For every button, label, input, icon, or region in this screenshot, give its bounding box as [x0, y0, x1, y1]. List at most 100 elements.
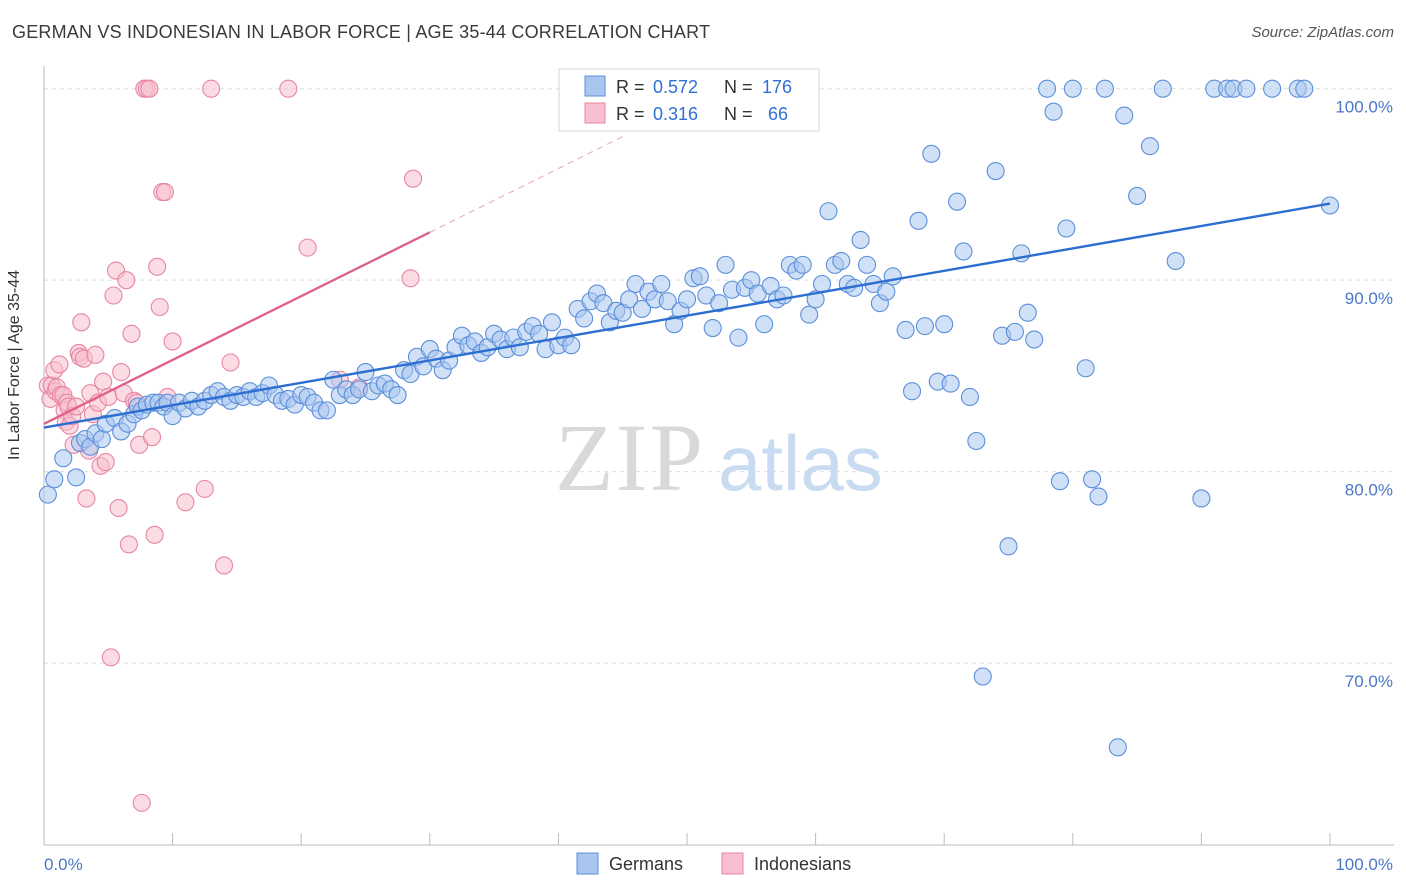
x-tick-label-start: 0.0% [44, 855, 83, 874]
point-indonesian [155, 183, 174, 202]
point-indonesian [132, 793, 151, 812]
point-german [1044, 102, 1063, 121]
watermark-atlas: atlas [718, 419, 883, 507]
point-german [922, 144, 941, 163]
point-german [960, 387, 979, 407]
point-german [510, 338, 529, 357]
point-german [1050, 472, 1069, 491]
point-indonesian [96, 453, 115, 472]
point-german [948, 192, 967, 211]
point-indonesian [50, 355, 69, 374]
y-tick-label: 100.0% [1335, 98, 1393, 117]
watermark-zip: ZIP [555, 404, 705, 511]
point-german [1083, 470, 1102, 489]
point-german [67, 468, 86, 487]
point-german [1166, 251, 1185, 271]
point-indonesian [140, 79, 159, 98]
point-german [632, 299, 652, 318]
series-germans [38, 79, 1340, 757]
point-german [1192, 489, 1211, 508]
point-indonesian [112, 363, 131, 382]
point-german [967, 431, 986, 451]
legend-r-label-indonesians: R = [616, 104, 645, 124]
point-german [1128, 186, 1147, 205]
point-german [1115, 106, 1134, 125]
point-german [388, 386, 407, 405]
point-german [690, 267, 709, 286]
point-indonesian [117, 271, 136, 290]
chart-title: GERMAN VS INDONESIAN IN LABOR FORCE | AG… [12, 22, 711, 42]
legend-r-value-germans: 0.572 [653, 77, 698, 97]
legend-n-label-indonesians: N = [724, 104, 753, 124]
point-german [954, 242, 973, 261]
point-german [1089, 487, 1108, 506]
point-german [54, 449, 73, 468]
legend-n-value-germans: 176 [762, 77, 792, 97]
y-tick-label: 80.0% [1345, 481, 1393, 500]
point-german [941, 374, 960, 393]
point-german [755, 315, 774, 334]
point-german [1005, 322, 1024, 341]
point-german [819, 202, 838, 221]
y-tick-label: 70.0% [1345, 672, 1393, 691]
bottom-legend-swatch-indonesians [721, 852, 744, 875]
point-german [832, 251, 851, 271]
point-german [1076, 359, 1095, 378]
point-german [896, 320, 915, 340]
point-indonesian [176, 493, 195, 512]
point-german [620, 290, 639, 309]
point-german [575, 309, 594, 328]
point-indonesian [101, 648, 120, 667]
point-german [1108, 738, 1127, 757]
point-german [562, 336, 581, 355]
point-german [1063, 79, 1082, 98]
point-german [45, 470, 64, 489]
point-german [729, 328, 748, 347]
trendline-indonesians [43, 231, 431, 425]
watermark: ZIP atlas [555, 404, 883, 511]
point-german [986, 161, 1005, 181]
point-german [1057, 219, 1076, 238]
point-indonesian [109, 498, 128, 518]
series-legend: Germans Indonesians [576, 852, 851, 875]
legend-n-label-germans: N = [724, 77, 753, 97]
point-indonesian [142, 428, 162, 447]
correlation-legend: R = 0.572 N = 176 R = 0.316 N = 66 [558, 68, 820, 132]
point-indonesian [298, 238, 317, 257]
trendline-germans [43, 202, 1331, 429]
point-indonesian [122, 324, 141, 343]
point-indonesian [195, 479, 214, 498]
point-german [652, 274, 671, 294]
legend-swatch-germans [584, 75, 606, 97]
point-german [999, 537, 1018, 556]
point-indonesian [150, 297, 169, 317]
point-german [92, 430, 111, 449]
point-german [793, 255, 812, 274]
point-german [973, 667, 992, 686]
point-indonesian [86, 345, 105, 364]
point-german [703, 318, 722, 338]
point-indonesian [202, 79, 221, 98]
point-german [658, 292, 677, 311]
point-indonesian [401, 269, 420, 288]
point-german [851, 230, 870, 250]
point-indonesian [221, 353, 240, 372]
y-tick-label: 90.0% [1345, 289, 1393, 308]
legend-r-label-germans: R = [616, 77, 645, 97]
point-german [716, 255, 735, 274]
point-indonesian [404, 169, 423, 188]
point-german [710, 294, 729, 313]
point-german [1025, 330, 1044, 349]
bottom-legend-swatch-germans [576, 852, 599, 875]
point-german [542, 313, 562, 332]
legend-n-value-indonesians: 66 [768, 104, 788, 124]
axes: 0.0% 100.0% [43, 66, 1394, 874]
bottom-legend-label-indonesians: Indonesians [754, 854, 851, 874]
chart-source: Source: ZipAtlas.com [1251, 24, 1394, 41]
x-tick-label-end: 100.0% [1335, 855, 1393, 874]
gridlines: 70.0% 80.0% 90.0% 100.0% [44, 88, 1394, 691]
bottom-legend-label-germans: Germans [609, 854, 683, 874]
point-indonesian [77, 489, 96, 508]
legend-swatch-indonesians [584, 102, 606, 124]
